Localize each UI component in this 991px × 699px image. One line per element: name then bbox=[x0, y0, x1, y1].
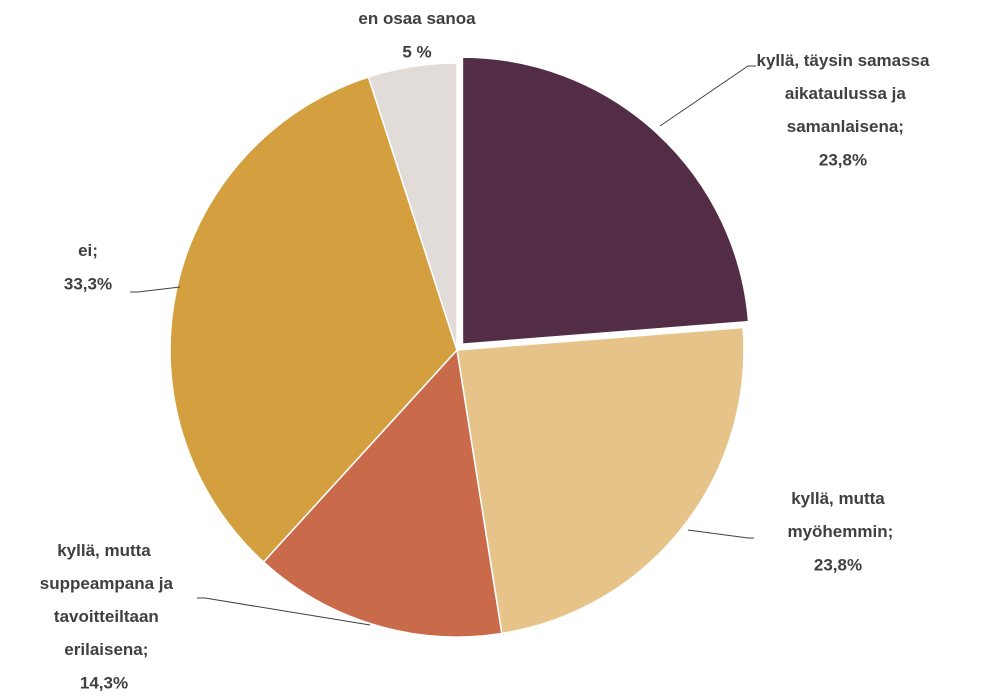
slice-value-label: 5 % bbox=[402, 42, 431, 61]
slice-value-label: 23,8% bbox=[814, 555, 862, 574]
slice-value-label: 14,3% bbox=[80, 673, 128, 692]
slice-label: kyllä, mutta suppeampana ja tavoitteilta… bbox=[35, 541, 173, 659]
pie-slice bbox=[262, 348, 503, 638]
slice-value-label: 23,8% bbox=[819, 150, 867, 169]
leader-line bbox=[197, 597, 371, 626]
slice-label: ei; bbox=[78, 241, 98, 260]
slice-value-label: 33,3% bbox=[64, 274, 112, 293]
leader-line bbox=[659, 65, 756, 127]
slice-label: en osaa sanoa bbox=[358, 9, 476, 28]
pie-slice bbox=[461, 56, 750, 345]
leader-line bbox=[130, 286, 181, 293]
pie-slice bbox=[367, 62, 458, 351]
slice-label: kyllä, täysin samassa aikataulussa ja sa… bbox=[757, 51, 931, 136]
pie-slice bbox=[169, 76, 458, 564]
leader-line bbox=[687, 529, 754, 539]
slice-label: kyllä, mutta myöhemmin; bbox=[783, 489, 894, 541]
pie-slice bbox=[456, 326, 745, 635]
